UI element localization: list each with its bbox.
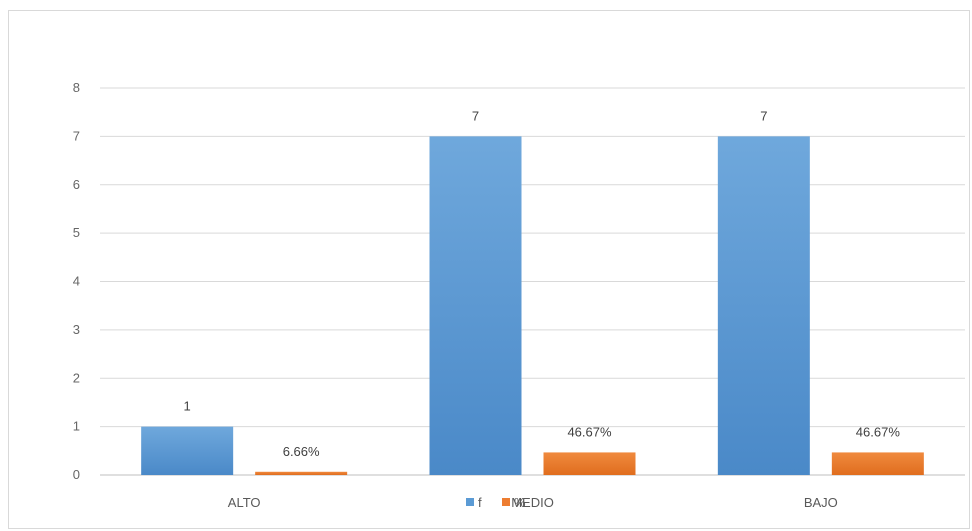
data-label-f-medio: 7	[472, 108, 479, 123]
data-label-pct-medio: 46.67%	[567, 424, 612, 439]
data-label-f-alto: 1	[184, 399, 191, 414]
bar-f-bajo	[717, 136, 810, 475]
x-category-label: MEDIO	[511, 495, 554, 510]
legend-label-pct: %	[514, 495, 526, 510]
data-label-pct-bajo: 46.67%	[856, 424, 901, 439]
legend-swatch-pct	[502, 498, 510, 506]
y-tick-label: 2	[73, 370, 80, 385]
y-tick-label: 0	[73, 467, 80, 482]
data-label-pct-alto: 6.66%	[283, 444, 320, 459]
bar-f-alto	[141, 426, 234, 475]
data-label-f-bajo: 7	[760, 108, 767, 123]
y-tick-label: 7	[73, 128, 80, 143]
y-tick-label: 5	[73, 225, 80, 240]
y-tick-label: 8	[73, 80, 80, 95]
y-tick-label: 1	[73, 419, 80, 434]
legend-label-f: f	[478, 495, 482, 510]
bar-pct-alto	[255, 471, 348, 475]
bar-pct-medio	[543, 452, 636, 475]
x-category-label: ALTO	[228, 495, 261, 510]
y-tick-label: 4	[73, 274, 80, 289]
y-tick-label: 3	[73, 322, 80, 337]
legend-swatch-f	[466, 498, 474, 506]
bar-f-medio	[429, 136, 522, 475]
bar-pct-bajo	[831, 452, 924, 475]
x-category-label: BAJO	[804, 495, 838, 510]
y-tick-label: 6	[73, 177, 80, 192]
